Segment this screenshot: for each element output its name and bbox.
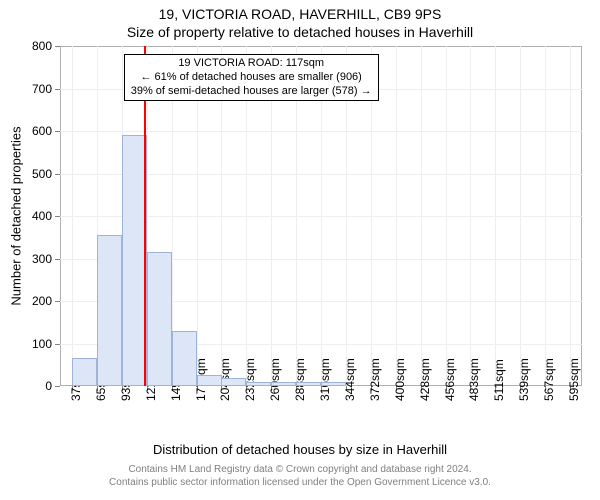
title-sub: Size of property relative to detached ho…	[0, 24, 600, 40]
info-box-line: ← 61% of detached houses are smaller (90…	[131, 71, 372, 85]
histogram-bar	[72, 358, 97, 386]
histogram-bar	[296, 382, 321, 386]
histogram-bar	[321, 382, 346, 386]
y-tick-label: 500	[0, 167, 52, 181]
y-tick-label: 800	[0, 39, 52, 53]
gridline-v	[421, 46, 422, 386]
chart-container: 19, VICTORIA ROAD, HAVERHILL, CB9 9PS Si…	[0, 0, 600, 500]
y-tick-label: 400	[0, 209, 52, 223]
histogram-bar	[147, 252, 172, 386]
histogram-bar	[197, 375, 222, 386]
footer: Contains HM Land Registry data © Crown c…	[0, 464, 600, 489]
y-tick	[55, 344, 60, 345]
info-box-line: 39% of semi-detached houses are larger (…	[131, 85, 372, 99]
title-main: 19, VICTORIA ROAD, HAVERHILL, CB9 9PS	[0, 6, 600, 22]
y-tick	[55, 89, 60, 90]
histogram-bar	[221, 378, 246, 387]
gridline-v	[396, 46, 397, 386]
histogram-bar	[271, 382, 296, 386]
y-tick	[55, 174, 60, 175]
y-tick-label: 700	[0, 82, 52, 96]
gridline-v	[470, 46, 471, 386]
y-tick	[55, 216, 60, 217]
gridline-v	[446, 46, 447, 386]
y-tick-label: 0	[0, 379, 52, 393]
gridline-v	[570, 46, 571, 386]
footer-line-1: Contains HM Land Registry data © Crown c…	[0, 464, 600, 477]
y-tick	[55, 386, 60, 387]
y-tick	[55, 46, 60, 47]
y-tick-label: 300	[0, 252, 52, 266]
gridline-v	[72, 46, 73, 386]
histogram-bar	[246, 382, 271, 386]
histogram-bar	[172, 331, 197, 386]
info-box-line: 19 VICTORIA ROAD: 117sqm	[131, 57, 372, 71]
gridline-v	[545, 46, 546, 386]
y-tick	[55, 259, 60, 260]
gridline-v	[495, 46, 496, 386]
histogram-bar	[97, 235, 122, 386]
y-tick	[55, 131, 60, 132]
y-tick	[55, 301, 60, 302]
y-tick-label: 200	[0, 294, 52, 308]
gridline-v	[520, 46, 521, 386]
info-box: 19 VICTORIA ROAD: 117sqm← 61% of detache…	[124, 54, 379, 101]
x-axis-title: Distribution of detached houses by size …	[0, 442, 600, 457]
y-tick-label: 100	[0, 337, 52, 351]
y-tick-label: 600	[0, 124, 52, 138]
footer-line-2: Contains public sector information licen…	[0, 477, 600, 490]
